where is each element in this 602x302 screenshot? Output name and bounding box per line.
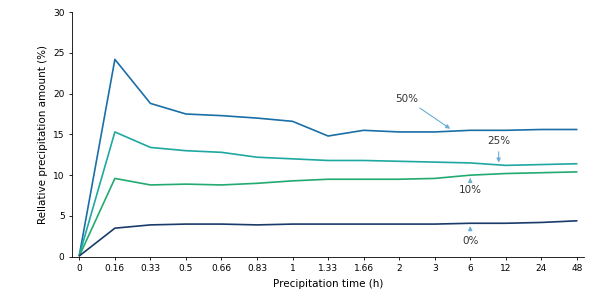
X-axis label: Precipitation time (h): Precipitation time (h)	[273, 279, 383, 289]
Text: 0%: 0%	[462, 227, 479, 246]
Text: 25%: 25%	[487, 136, 510, 161]
Text: 10%: 10%	[459, 179, 482, 195]
Text: 50%: 50%	[395, 94, 449, 128]
Y-axis label: Rellative precipitation amount (%): Rellative precipitation amount (%)	[37, 45, 48, 224]
